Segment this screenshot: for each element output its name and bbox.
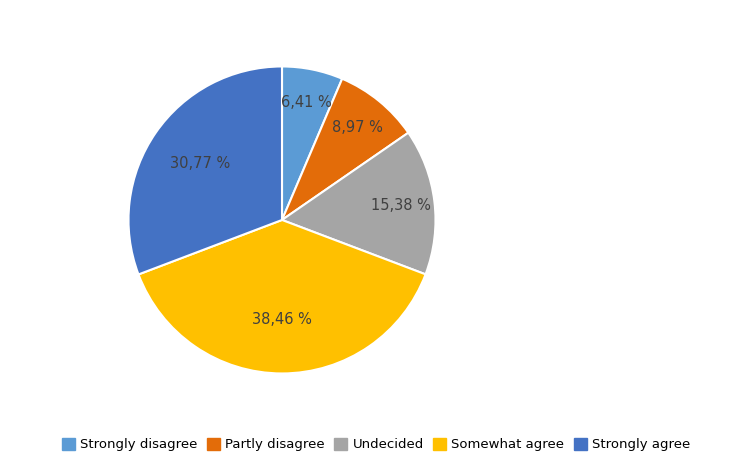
Text: 6,41 %: 6,41 % <box>280 95 332 110</box>
Text: 15,38 %: 15,38 % <box>371 198 431 213</box>
Text: 38,46 %: 38,46 % <box>252 312 312 327</box>
Wedge shape <box>282 133 435 274</box>
Text: 30,77 %: 30,77 % <box>170 156 230 171</box>
Text: 8,97 %: 8,97 % <box>332 120 384 135</box>
Wedge shape <box>138 220 426 373</box>
Wedge shape <box>282 79 408 220</box>
Wedge shape <box>282 66 342 220</box>
Wedge shape <box>129 66 282 274</box>
Legend: Strongly disagree, Partly disagree, Undecided, Somewhat agree, Strongly agree: Strongly disagree, Partly disagree, Unde… <box>56 433 696 457</box>
